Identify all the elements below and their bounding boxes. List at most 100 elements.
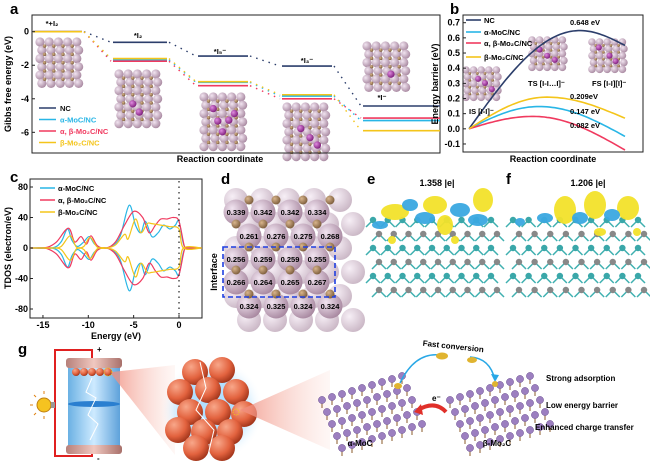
zoom-cone-1 xyxy=(112,365,175,455)
mo-atom xyxy=(219,100,229,110)
atom xyxy=(547,230,554,238)
mo-atom xyxy=(378,378,386,386)
c-atom xyxy=(541,48,545,52)
fast-conversion-label: Fast conversion xyxy=(422,339,484,354)
atom xyxy=(572,244,579,252)
atom xyxy=(479,230,486,238)
mo-atom xyxy=(380,57,390,68)
mo-atom xyxy=(263,223,289,249)
ytick-label: -0.1 xyxy=(444,139,460,149)
mo-atom xyxy=(328,420,336,428)
c-atom xyxy=(379,81,383,86)
connector-line xyxy=(168,41,197,57)
ytick-label: -6 xyxy=(21,127,29,137)
ytick-label: 0.7 xyxy=(447,18,460,28)
atom xyxy=(458,216,465,224)
iodine-species xyxy=(394,383,402,389)
c-atom xyxy=(140,84,144,89)
mo-atom xyxy=(461,405,469,413)
mo-atom xyxy=(302,143,312,153)
particle xyxy=(209,357,235,383)
mo-atom xyxy=(236,125,246,135)
mo-atom xyxy=(37,78,47,88)
bader-charge-value: 0.259 xyxy=(281,255,300,264)
c-atom xyxy=(557,48,561,52)
atom xyxy=(515,286,523,294)
atom xyxy=(493,230,501,238)
charge-density-isosurface xyxy=(450,203,470,217)
mo-atom xyxy=(236,108,246,119)
ytick-label: -4 xyxy=(21,94,29,104)
zoom-cone-2 xyxy=(240,370,330,450)
c-atom xyxy=(234,99,238,103)
c-atom xyxy=(594,50,598,54)
panel-b-yticks: 0.7 0.6 0.5 0.4 0.3 0.2 0.1 0.0 -0.1 xyxy=(444,18,466,149)
atom xyxy=(449,230,456,238)
charge-density-isosurface xyxy=(437,215,453,235)
c-atom xyxy=(312,219,322,229)
mo-atom xyxy=(528,36,536,44)
atom xyxy=(375,286,383,294)
bader-charge-value: 0.324 xyxy=(240,302,260,311)
iodine-atom xyxy=(306,133,314,142)
c-atom xyxy=(601,64,605,68)
atom xyxy=(390,258,397,266)
atom xyxy=(593,286,601,294)
c-atom xyxy=(131,76,135,80)
particle xyxy=(195,377,221,403)
atom xyxy=(473,244,480,252)
c-atom xyxy=(140,92,144,97)
mo-atom xyxy=(236,293,262,319)
mo-atom xyxy=(46,62,56,72)
atom xyxy=(428,272,436,280)
bader-charge-value: 0.255 xyxy=(308,255,327,264)
iodine-atom xyxy=(297,124,305,133)
mo-atom xyxy=(618,51,627,60)
legend-label: NC xyxy=(484,16,495,25)
mo-atom xyxy=(373,66,383,76)
connector-line xyxy=(168,60,197,87)
c-atom xyxy=(42,60,47,65)
connector-line xyxy=(83,31,112,60)
mo-atom xyxy=(358,384,366,392)
mo-atom xyxy=(399,41,409,51)
c-atom xyxy=(121,117,126,122)
mo-atom xyxy=(250,269,276,295)
mo-atom xyxy=(463,73,472,81)
mo-atom xyxy=(35,70,45,80)
atom xyxy=(420,258,427,266)
atom xyxy=(640,286,648,294)
ytick-label: 0.1 xyxy=(447,109,460,119)
connector-line xyxy=(333,98,362,119)
mo-atom xyxy=(382,82,392,92)
mo-atom xyxy=(481,399,489,407)
c-atom xyxy=(140,117,144,122)
iodine-atom xyxy=(230,109,239,118)
c-atom xyxy=(475,71,479,75)
mo-atom xyxy=(496,408,504,416)
iodine-atom xyxy=(129,100,137,108)
mo-atom xyxy=(35,37,45,47)
mo-atom xyxy=(284,127,294,137)
mo-atom xyxy=(531,411,539,419)
mo-atom xyxy=(291,135,301,145)
c-atom xyxy=(70,69,74,73)
c-atom xyxy=(285,265,295,275)
iodine-atom xyxy=(214,117,222,125)
c-atom xyxy=(234,124,238,128)
mo-atom xyxy=(55,45,65,55)
state-label-is: IS [I-I]⁻ xyxy=(469,107,494,116)
battery-cap-top xyxy=(66,358,122,368)
mo-atom xyxy=(463,86,472,95)
mo-atom xyxy=(521,414,529,422)
atom xyxy=(603,272,610,280)
mo-atom xyxy=(558,36,567,44)
atom xyxy=(634,216,642,224)
panel-label-b: b xyxy=(450,1,459,18)
mo-atom xyxy=(456,420,464,428)
mo-atom xyxy=(236,142,246,152)
mo-atom xyxy=(116,77,126,87)
mo-atom xyxy=(403,411,411,419)
mo-atom xyxy=(456,393,464,401)
